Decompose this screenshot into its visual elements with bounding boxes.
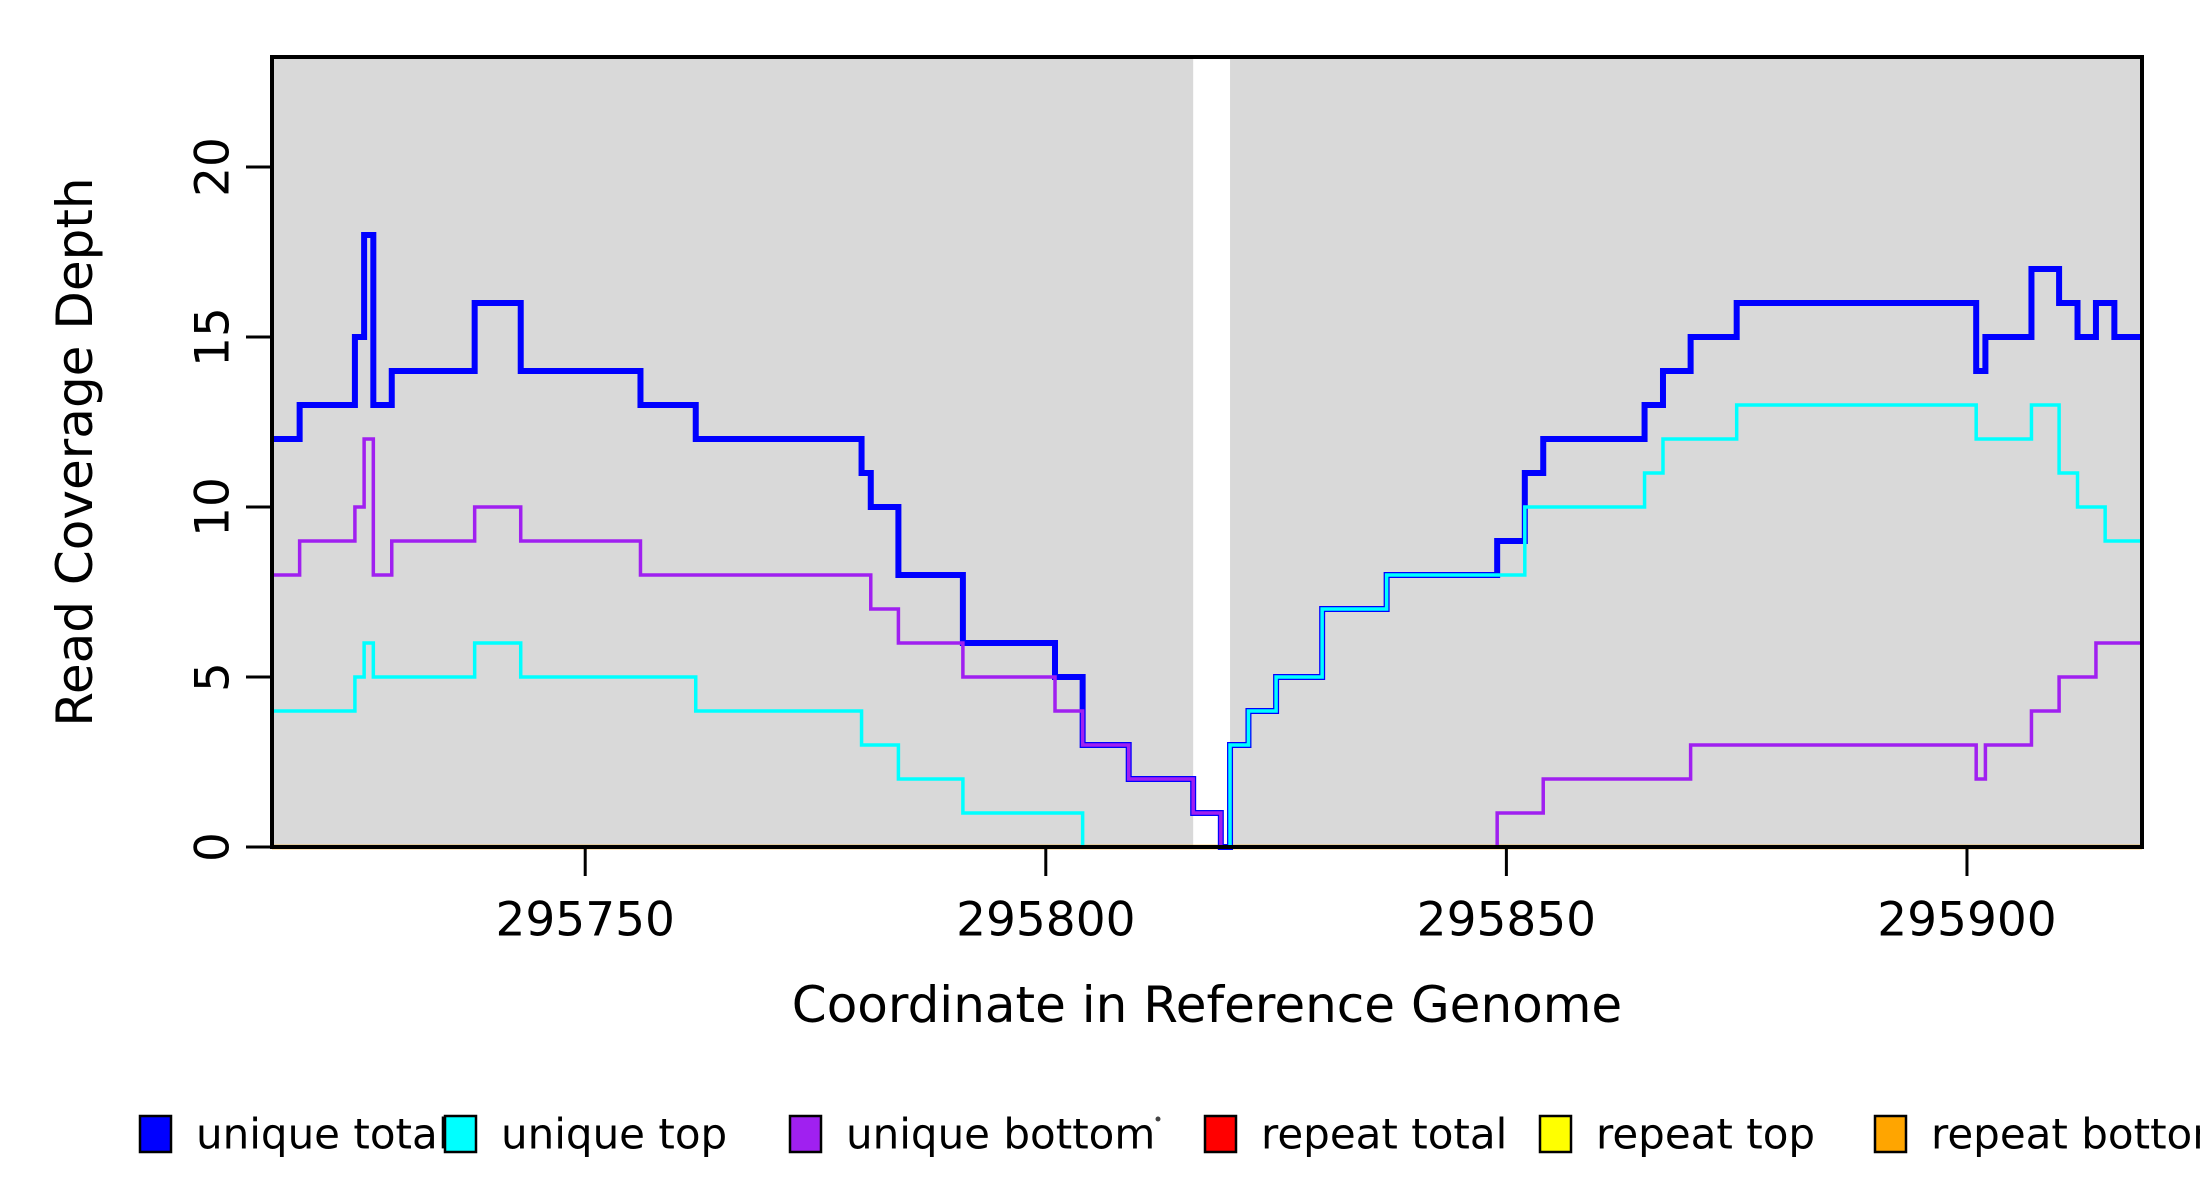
x-axis: 295750 295800 295850 295900 bbox=[495, 847, 2057, 948]
legend-label: unique top bbox=[501, 1110, 727, 1159]
y-tick-label: 5 bbox=[186, 662, 241, 692]
legend-item-unique-total: unique total bbox=[138, 1110, 449, 1159]
legend-item-repeat-bottom: repeat bottom bbox=[1873, 1110, 2200, 1159]
coverage-gap-region bbox=[1193, 59, 1231, 845]
legend-swatch bbox=[788, 1114, 823, 1154]
y-tick-label: 20 bbox=[186, 137, 241, 197]
legend-swatch bbox=[1873, 1114, 1908, 1154]
x-tick-label: 295900 bbox=[1877, 893, 2056, 948]
legend-item-unique-bottom: unique bottom bbox=[788, 1110, 1155, 1159]
y-axis: 0 5 10 15 20 bbox=[186, 137, 272, 862]
legend-swatch bbox=[1203, 1114, 1238, 1154]
legend-item-repeat-total: repeat total bbox=[1203, 1110, 1507, 1159]
legend-item-repeat-top: repeat top bbox=[1538, 1110, 1815, 1159]
x-tick-label: 295850 bbox=[1417, 893, 1596, 948]
legend-label: repeat bottom bbox=[1931, 1110, 2200, 1159]
legend-label: repeat top bbox=[1596, 1110, 1815, 1159]
legend-label: unique total bbox=[196, 1110, 449, 1159]
legend-swatch bbox=[443, 1114, 478, 1154]
y-tick-label: 15 bbox=[186, 307, 241, 367]
series-unique-bottom bbox=[272, 437, 2142, 849]
y-axis-title: Read Coverage Depth bbox=[46, 177, 104, 726]
legend: unique total unique top unique bottom repea… bbox=[138, 1110, 2200, 1159]
legend-item-unique-top: unique top bbox=[443, 1110, 727, 1159]
y-tick-label: 0 bbox=[186, 832, 241, 862]
y-tick-label: 10 bbox=[186, 477, 241, 537]
legend-swatch bbox=[138, 1114, 173, 1154]
stray-dot bbox=[1155, 1116, 1161, 1122]
x-tick-label: 295750 bbox=[495, 893, 674, 948]
series-unique-top bbox=[272, 403, 2142, 849]
legend-label: repeat total bbox=[1261, 1110, 1507, 1159]
legend-label: unique bottom bbox=[846, 1110, 1155, 1159]
x-tick-label: 295800 bbox=[956, 893, 1135, 948]
legend-swatch bbox=[1538, 1114, 1573, 1154]
plot-border bbox=[270, 55, 2144, 849]
x-axis-title: Coordinate in Reference Genome bbox=[792, 976, 1622, 1034]
